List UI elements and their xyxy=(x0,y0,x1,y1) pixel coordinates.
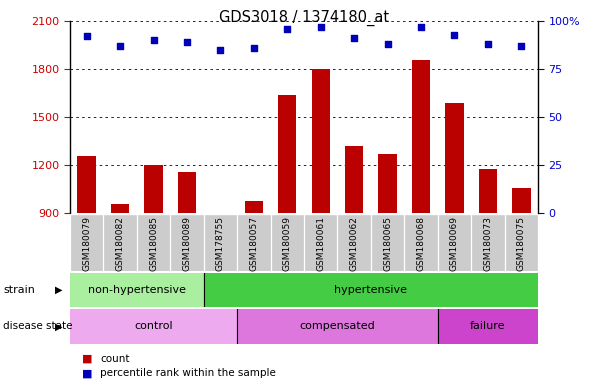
Text: failure: failure xyxy=(470,321,506,331)
Text: GDS3018 / 1374180_at: GDS3018 / 1374180_at xyxy=(219,10,389,26)
Point xyxy=(416,24,426,30)
Text: GSM180068: GSM180068 xyxy=(416,216,426,271)
Point xyxy=(383,41,393,47)
Point xyxy=(483,41,493,47)
Text: ■: ■ xyxy=(82,354,92,364)
Text: ▶: ▶ xyxy=(55,285,63,295)
Bar xyxy=(378,154,397,213)
Bar xyxy=(438,309,538,344)
Text: hypertensive: hypertensive xyxy=(334,285,407,295)
Bar xyxy=(311,69,330,213)
Bar xyxy=(77,156,96,213)
Text: ▶: ▶ xyxy=(55,321,63,331)
Point xyxy=(115,43,125,49)
Text: disease state: disease state xyxy=(3,321,72,331)
Text: count: count xyxy=(100,354,130,364)
Bar xyxy=(211,213,230,218)
Text: GSM180059: GSM180059 xyxy=(283,216,292,271)
Bar xyxy=(478,169,497,213)
Bar xyxy=(237,309,438,344)
Text: GSM180073: GSM180073 xyxy=(483,216,492,271)
Text: GSM180082: GSM180082 xyxy=(116,216,125,271)
Text: percentile rank within the sample: percentile rank within the sample xyxy=(100,368,276,378)
Bar xyxy=(244,201,263,213)
Bar xyxy=(445,103,464,213)
Text: GSM180075: GSM180075 xyxy=(517,216,526,271)
Point xyxy=(249,45,259,51)
Point xyxy=(449,31,460,38)
Text: GSM180089: GSM180089 xyxy=(182,216,192,271)
Point xyxy=(517,43,527,49)
Bar xyxy=(70,273,204,307)
Text: GSM180062: GSM180062 xyxy=(350,216,359,271)
Text: GSM180057: GSM180057 xyxy=(249,216,258,271)
Point xyxy=(282,26,292,32)
Text: ■: ■ xyxy=(82,368,92,378)
Text: control: control xyxy=(134,321,173,331)
Text: GSM180069: GSM180069 xyxy=(450,216,459,271)
Text: GSM180085: GSM180085 xyxy=(149,216,158,271)
Point xyxy=(182,39,192,45)
Point xyxy=(316,24,326,30)
Bar xyxy=(412,60,430,213)
Bar xyxy=(345,146,364,213)
Bar xyxy=(204,273,538,307)
Bar xyxy=(278,95,297,213)
Point xyxy=(148,37,158,43)
Point xyxy=(81,33,91,40)
Text: non-hypertensive: non-hypertensive xyxy=(88,285,186,295)
Text: GSM180079: GSM180079 xyxy=(82,216,91,271)
Text: GSM178755: GSM178755 xyxy=(216,216,225,271)
Bar xyxy=(144,165,163,213)
Text: strain: strain xyxy=(3,285,35,295)
Bar xyxy=(70,309,237,344)
Point xyxy=(349,35,359,41)
Bar xyxy=(111,204,130,213)
Text: GSM180061: GSM180061 xyxy=(316,216,325,271)
Text: GSM180065: GSM180065 xyxy=(383,216,392,271)
Bar xyxy=(178,172,196,213)
Bar xyxy=(512,187,531,213)
Point xyxy=(215,47,225,53)
Text: compensated: compensated xyxy=(300,321,375,331)
